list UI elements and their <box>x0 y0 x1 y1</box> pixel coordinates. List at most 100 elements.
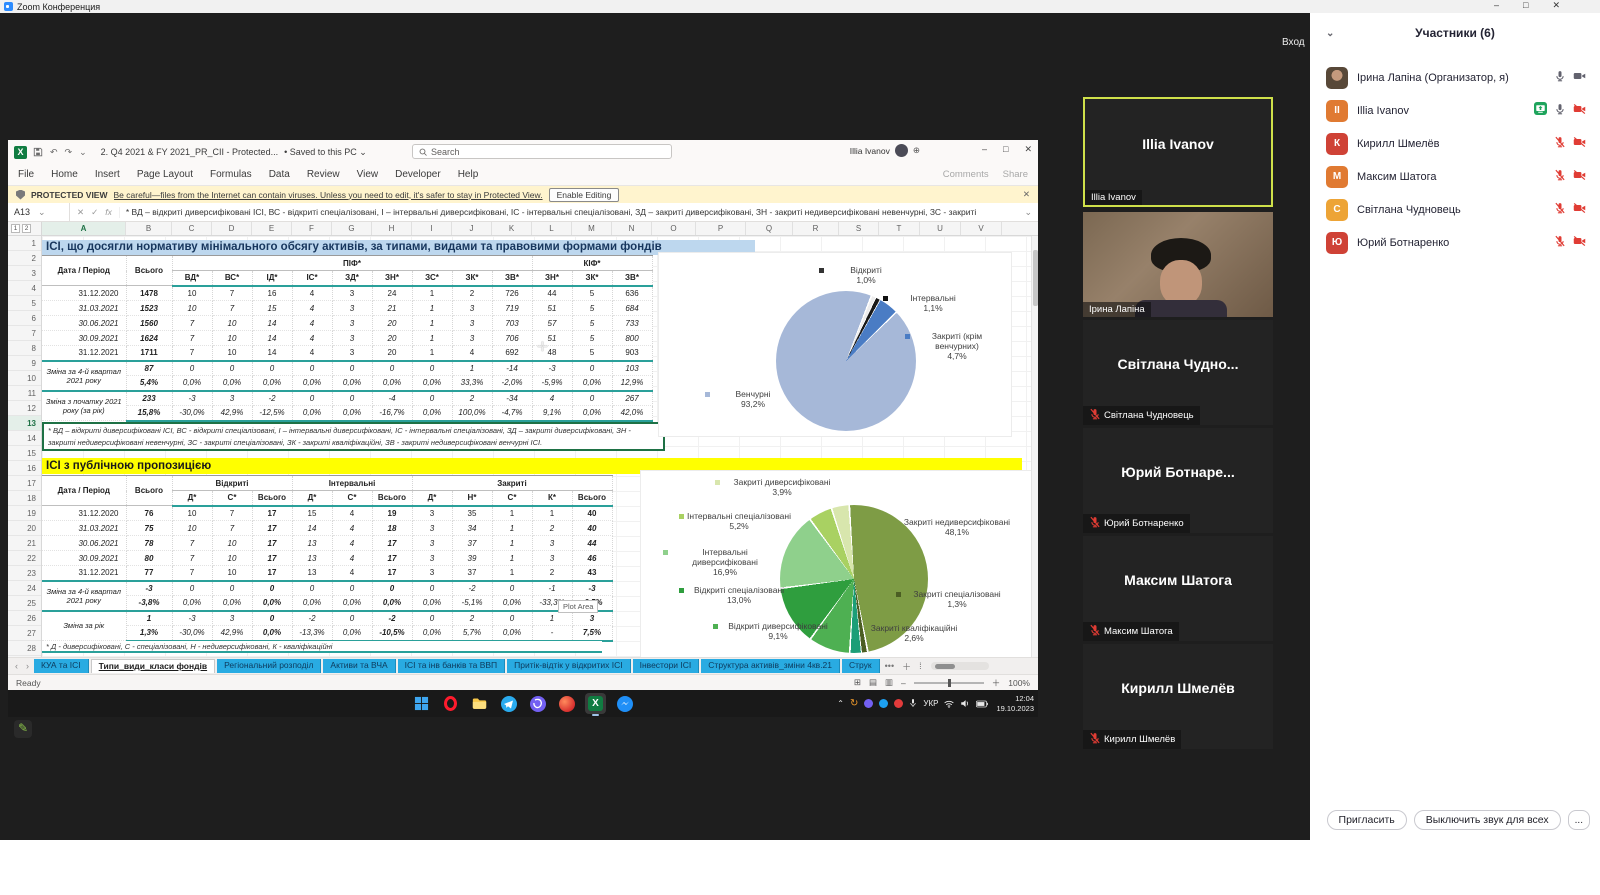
close-icon[interactable]: ✕ <box>1552 0 1560 10</box>
annotation-pencil-icon[interactable]: ✎ <box>14 720 32 738</box>
vertical-scrollbar[interactable] <box>1031 236 1038 657</box>
name-box[interactable]: A13 ⌄ <box>8 203 70 221</box>
column-header-M[interactable]: M <box>572 222 612 235</box>
column-header-O[interactable]: O <box>652 222 696 235</box>
search-input[interactable]: Search <box>412 144 672 159</box>
panel-more-button[interactable]: ... <box>1567 810 1590 830</box>
row-header-6[interactable]: 6 <box>8 311 41 326</box>
protected-bar-close-icon[interactable]: ✕ <box>1022 189 1030 199</box>
column-header-P[interactable]: P <box>696 222 746 235</box>
taskbar-clock[interactable]: 12:04 19.10.2023 <box>994 694 1034 713</box>
column-header-Q[interactable]: Q <box>746 222 793 235</box>
video-tile[interactable]: Illia Ivanov Illia Ivanov <box>1083 97 1273 207</box>
browser-tray-icon[interactable] <box>894 699 904 708</box>
undo-icon[interactable]: ↶ <box>50 146 58 157</box>
column-header-U[interactable]: U <box>920 222 961 235</box>
sheet-tab-7[interactable]: Структура активів_зміни 4кв.21 <box>701 659 841 673</box>
normal-view-icon[interactable]: ⊞ <box>853 677 861 687</box>
add-sheet-icon[interactable]: ＋ <box>902 661 912 672</box>
page-layout-view-icon[interactable]: ▤ <box>868 677 877 687</box>
ribbon-tab-view[interactable]: View <box>356 169 379 180</box>
microphone-tray-icon[interactable] <box>909 698 917 709</box>
outline-level-button[interactable]: 1 <box>11 224 20 233</box>
sheet-tab-0[interactable]: КУА та ІСІ <box>34 659 89 673</box>
tray-expand-icon[interactable]: ⌃ <box>837 699 844 708</box>
messenger-taskbar-button[interactable] <box>614 693 635 714</box>
row-header-9[interactable]: 9 <box>8 356 41 371</box>
column-header-K[interactable]: K <box>492 222 532 235</box>
video-tile[interactable]: Максим Шатога Максим Шатога <box>1083 536 1273 641</box>
qat-dropdown-icon[interactable]: ⌄ <box>79 146 87 157</box>
tabs-menu-icon[interactable]: ⁞ <box>919 661 922 671</box>
twitter-tray-icon[interactable] <box>879 699 889 708</box>
column-header-I[interactable]: I <box>412 222 452 235</box>
sheet-tab-2[interactable]: Регіональний розподіл <box>217 659 322 673</box>
ribbon-tab-page-layout[interactable]: Page Layout <box>136 169 193 180</box>
folder-taskbar-button[interactable] <box>469 693 490 714</box>
row-header-19[interactable]: 19 <box>8 506 41 521</box>
row-header-7[interactable]: 7 <box>8 326 41 341</box>
row-header-11[interactable]: 11 <box>8 386 41 401</box>
language-indicator[interactable]: УКР <box>923 699 939 708</box>
row-header-5[interactable]: 5 <box>8 296 41 311</box>
video-tile[interactable]: Ірина Лапіна <box>1083 212 1273 317</box>
column-header-C[interactable]: C <box>172 222 212 235</box>
excel-restore-icon[interactable]: □ <box>1003 144 1009 154</box>
tabs-scroll-right-icon[interactable]: › <box>26 661 29 671</box>
ribbon-tab-help[interactable]: Help <box>457 169 479 180</box>
video-tile[interactable]: Юрий Ботнаре... Юрий Ботнаренко <box>1083 428 1273 533</box>
horizontal-scrollbar[interactable] <box>930 662 989 670</box>
participant-row[interactable]: Ю Юрий Ботнаренко <box>1310 226 1600 259</box>
saved-status[interactable]: • Saved to this PC ⌄ <box>284 146 367 157</box>
excel-close-icon[interactable]: ✕ <box>1024 144 1032 154</box>
fx-icon[interactable]: fx <box>105 207 112 217</box>
participant-row[interactable]: Ірина Лапіна (Организатор, я) <box>1310 61 1600 94</box>
redo-icon[interactable]: ↷ <box>64 146 73 157</box>
row-header-23[interactable]: 23 <box>8 566 41 581</box>
sphere-taskbar-button[interactable] <box>556 693 577 714</box>
page-break-view-icon[interactable]: ▥ <box>884 677 893 687</box>
tabs-scroll-left-icon[interactable]: ‹ <box>15 661 18 671</box>
sheet-tab-4[interactable]: ІСІ та інв банків та ВВП <box>397 659 506 673</box>
invite-button[interactable]: Пригласить <box>1326 810 1407 830</box>
sheet-tab-1[interactable]: Типи_види_класи фондів <box>90 659 216 673</box>
ribbon-tab-developer[interactable]: Developer <box>395 169 441 180</box>
sheet-tab-8[interactable]: Струк <box>842 659 880 673</box>
column-header-T[interactable]: T <box>879 222 920 235</box>
row-header-25[interactable]: 25 <box>8 596 41 611</box>
excel-minimize-icon[interactable]: – <box>982 144 988 154</box>
minimize-icon[interactable]: – <box>1494 0 1500 10</box>
column-header-V[interactable]: V <box>961 222 1002 235</box>
avatar[interactable] <box>894 144 908 157</box>
ribbon-tab-data[interactable]: Data <box>268 169 290 180</box>
column-header-S[interactable]: S <box>839 222 879 235</box>
row-header-18[interactable]: 18 <box>8 491 41 506</box>
column-header-A[interactable]: A <box>42 222 126 235</box>
participant-row[interactable]: М Максим Шатога <box>1310 160 1600 193</box>
sheet-tab-3[interactable]: Активи та ВЧА <box>323 659 396 673</box>
tabs-more-icon[interactable]: ••• <box>884 661 895 671</box>
volume-icon[interactable] <box>960 699 970 708</box>
mute-all-button[interactable]: Выключить звук для всех <box>1413 810 1561 830</box>
row-header-28[interactable]: 28 <box>8 641 41 656</box>
row-header-22[interactable]: 22 <box>8 551 41 566</box>
participant-row[interactable]: II Illia Ivanov <box>1310 94 1600 127</box>
ribbon-tab-home[interactable]: Home <box>51 169 78 180</box>
spreadsheet-grid[interactable]: 1 2 3 4 5 6 7 8 9 10 11 12 13 14 15 16 17 18 19 20 21 22 23 24 2… <box>8 236 1038 657</box>
formula-expand-icon[interactable]: ⌄ <box>1024 206 1032 217</box>
share-button[interactable]: Share <box>1002 169 1028 180</box>
ribbon-tab-file[interactable]: File <box>18 169 35 180</box>
column-header-H[interactable]: H <box>372 222 412 235</box>
ribbon-tab-formulas[interactable]: Formulas <box>210 169 252 180</box>
formula-content[interactable]: * ВД – відкриті диверсифіковані ІСІ, ВС … <box>125 207 977 217</box>
column-header-N[interactable]: N <box>612 222 652 235</box>
excel-taskbar-button[interactable]: X <box>585 693 606 716</box>
comments-button[interactable]: Comments <box>942 169 989 180</box>
column-header-L[interactable]: L <box>532 222 572 235</box>
row-header-2[interactable]: 2 <box>8 251 41 266</box>
network-icon[interactable] <box>944 699 955 708</box>
panel-collapse-icon[interactable]: ⌄ <box>1326 27 1335 39</box>
column-header-G[interactable]: G <box>332 222 372 235</box>
zoom-level[interactable]: 100% <box>1008 677 1030 688</box>
maximize-icon[interactable]: □ <box>1523 0 1529 10</box>
